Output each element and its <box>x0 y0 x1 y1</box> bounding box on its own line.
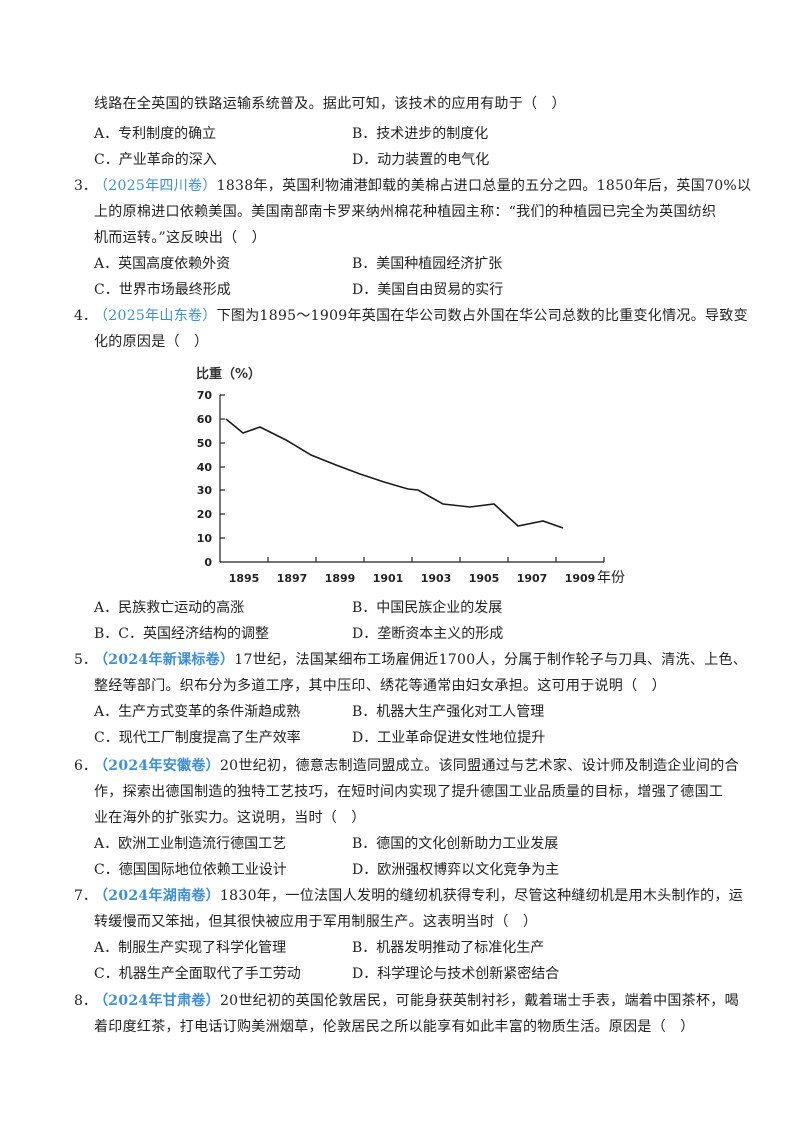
svg-text:1909: 1909 <box>565 572 596 585</box>
chart-xlabel: 年份 <box>597 570 625 586</box>
q6-option-a[interactable]: A．欧洲工业制造流行德国工艺 <box>94 836 287 852</box>
q3-option-d[interactable]: D．美国自由贸易的实行 <box>352 282 504 298</box>
q6-option-b[interactable]: B．德国的文化创新助力工业发展 <box>352 836 559 852</box>
q5-option-b[interactable]: B．机器大生产强化对工人管理 <box>352 704 545 720</box>
svg-text:1897: 1897 <box>277 572 308 585</box>
line-chart: 比重（%） 70 60 50 40 30 20 10 0 <box>180 360 640 590</box>
q4-option-d[interactable]: D．垄断资本主义的形成 <box>352 626 504 642</box>
q8-source-tag: （2024年甘肃卷） <box>94 993 220 1009</box>
q4-stem-line-2: 化的原因是（ ） <box>94 334 209 350</box>
q8-stem-line-2: 着印度红茶，打电话订购美洲烟草，伦敦居民之所以能享有如此丰富的物质生活。原因是（… <box>94 1019 695 1035</box>
q6-stem-line-2: 作，探索出德国制造的独特工艺技巧，在短时间内实现了提升德国工业品质量的目标，增强… <box>94 784 724 800</box>
q5-number: 5． <box>74 652 97 668</box>
x-tick-labels: 1895 1897 1899 1901 1903 1905 1907 1909 <box>229 572 596 585</box>
q4-stem-line-1: （2025年山东卷）下图为1895～1909年英国在华公司数占外国在华公司总数的… <box>94 308 748 324</box>
q3-stem-line-2: 上的原棉进口依赖美国。美国南部南卡罗来纳州棉花种植园主称：“我们的种植园已完全为… <box>94 204 717 220</box>
q6-stem-line-3: 业在海外的扩张实力。这说明，当时（ ） <box>94 810 366 826</box>
q6-option-c[interactable]: C．德国国际地位依赖工业设计 <box>94 862 287 878</box>
q7-option-d[interactable]: D．科学理论与技术创新紧密结合 <box>352 966 560 982</box>
svg-text:1903: 1903 <box>421 572 452 585</box>
q3-number: 3． <box>74 178 97 194</box>
q5-source-tag: （2024年新课标卷） <box>94 652 235 668</box>
q5-option-c[interactable]: C．现代工厂制度提高了生产效率 <box>94 730 301 746</box>
svg-text:1899: 1899 <box>325 572 356 585</box>
data-series-line <box>225 418 564 529</box>
q2-option-b[interactable]: B．技术进步的制度化 <box>352 126 489 142</box>
q2-option-d[interactable]: D．动力装置的电气化 <box>352 152 490 168</box>
q2-option-a[interactable]: A．专利制度的确立 <box>94 126 217 142</box>
q4-number: 4． <box>74 308 97 324</box>
q4-option-c[interactable]: B．C．英国经济结构的调整 <box>94 626 269 642</box>
q7-option-b[interactable]: B．机器发明推动了标准化生产 <box>352 940 545 956</box>
y-tick-labels: 70 60 50 40 30 20 10 0 <box>197 389 213 569</box>
q6-stem-line-1: （2024年安徽卷）20世纪初，德意志制造同盟成立。该同盟通过与艺术家、设计师及… <box>94 758 739 774</box>
chart-ylabel: 比重（%） <box>196 366 261 382</box>
svg-text:40: 40 <box>197 461 213 474</box>
svg-text:0: 0 <box>204 556 212 569</box>
q7-option-c[interactable]: C．机器生产全面取代了手工劳动 <box>94 966 301 982</box>
q7-stem-line-2: 转缓慢而又笨拙，但其很快被应用于军用制服生产。这表明当时（ ） <box>94 914 538 930</box>
svg-text:20: 20 <box>197 508 213 521</box>
q7-option-a[interactable]: A．制服生产实现了科学化管理 <box>94 940 287 956</box>
q7-source-tag: （2024年湖南卷） <box>94 888 220 904</box>
svg-text:70: 70 <box>197 389 213 402</box>
q5-stem-line-1: （2024年新课标卷）17世纪，法国某细布工场雇佣近1700人，分属于制作轮子与… <box>94 652 748 668</box>
svg-text:1901: 1901 <box>373 572 404 585</box>
svg-text:50: 50 <box>197 437 213 450</box>
q5-option-d[interactable]: D．工业革命促进女性地位提升 <box>352 730 546 746</box>
svg-text:1895: 1895 <box>229 572 260 585</box>
q6-number: 6． <box>74 758 97 774</box>
q6-source-tag: （2024年安徽卷） <box>94 758 220 774</box>
q2-option-c[interactable]: C．产业革命的深入 <box>94 152 217 168</box>
q7-number: 7． <box>74 888 97 904</box>
q7-stem-line-1: （2024年湖南卷）1830年，一位法国人发明的缝纫机获得专利，尽管这种缝纫机是… <box>94 888 743 904</box>
svg-text:1905: 1905 <box>469 572 500 585</box>
q3-stem-line-1: （2025年四川卷）1838年，英国利物浦港卸载的美棉占进口总量的五分之四。18… <box>94 178 752 194</box>
q4-option-a[interactable]: A．民族救亡运动的高涨 <box>94 600 245 616</box>
q5-stem-line-2: 整经等部门。织布分为多道工序，其中压印、绣花等通常由妇女承担。这可用于说明（ ） <box>94 678 666 694</box>
q8-stem-line-1: （2024年甘肃卷）20世纪初的英国伦敦居民，可能身获英制衬衫，戴着瑞士手表，端… <box>94 993 739 1009</box>
q8-number: 8． <box>74 993 97 1009</box>
svg-text:60: 60 <box>197 413 213 426</box>
svg-text:10: 10 <box>197 532 213 545</box>
q3-option-c[interactable]: C．世界市场最终形成 <box>94 282 231 298</box>
q6-option-d[interactable]: D．欧洲强权博弈以文化竞争为主 <box>352 862 560 878</box>
q4-option-b[interactable]: B．中国民族企业的发展 <box>352 600 503 616</box>
q3-stem-line-3: 机而运转。”这反映出（ ） <box>94 230 267 246</box>
q5-option-a[interactable]: A．生产方式变革的条件渐趋成熟 <box>94 704 301 720</box>
svg-text:30: 30 <box>197 484 213 497</box>
q4-source-tag: （2025年山东卷） <box>94 308 217 324</box>
q3-option-a[interactable]: A．英国高度依赖外资 <box>94 256 231 272</box>
q2-stem-tail: 线路在全英国的铁路运输系统普及。据此可知，该技术的应用有助于（ ） <box>94 96 566 112</box>
q3-option-b[interactable]: B．美国种植园经济扩张 <box>352 256 503 272</box>
q3-source-tag: （2025年四川卷） <box>94 178 217 194</box>
svg-text:1907: 1907 <box>517 572 548 585</box>
